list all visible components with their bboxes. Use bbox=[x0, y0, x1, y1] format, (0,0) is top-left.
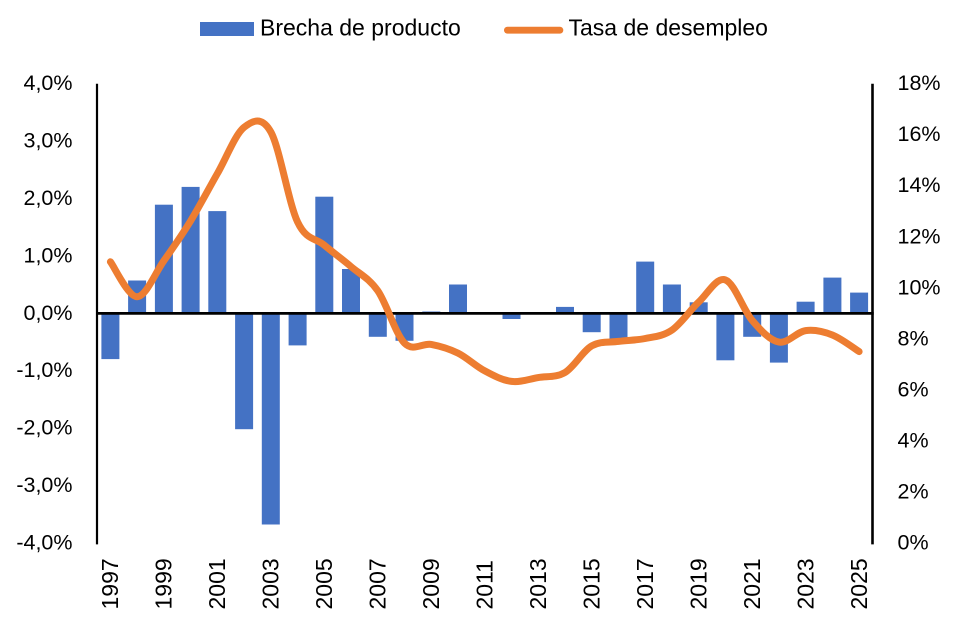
svg-text:2,0%: 2,0% bbox=[23, 186, 72, 210]
svg-text:2015: 2015 bbox=[578, 558, 604, 609]
svg-text:0,0%: 0,0% bbox=[23, 301, 72, 325]
svg-text:8%: 8% bbox=[898, 326, 929, 350]
svg-text:-3,0%: -3,0% bbox=[16, 473, 72, 497]
svg-text:2001: 2001 bbox=[204, 558, 230, 609]
svg-text:-4,0%: -4,0% bbox=[16, 530, 72, 554]
svg-text:2021: 2021 bbox=[739, 558, 765, 609]
svg-text:2005: 2005 bbox=[311, 558, 337, 609]
svg-text:1999: 1999 bbox=[151, 558, 177, 609]
svg-text:2013: 2013 bbox=[525, 558, 551, 609]
svg-text:2%: 2% bbox=[898, 479, 929, 503]
svg-text:1997: 1997 bbox=[97, 558, 123, 609]
svg-text:14%: 14% bbox=[898, 173, 941, 197]
svg-text:18%: 18% bbox=[898, 71, 941, 95]
svg-text:2023: 2023 bbox=[792, 558, 818, 609]
svg-text:Brecha de producto: Brecha de producto bbox=[260, 15, 461, 41]
svg-text:-2,0%: -2,0% bbox=[16, 416, 72, 440]
svg-text:2007: 2007 bbox=[365, 558, 391, 609]
svg-text:6%: 6% bbox=[898, 377, 929, 401]
svg-text:2017: 2017 bbox=[632, 558, 658, 609]
svg-text:2025: 2025 bbox=[846, 558, 872, 609]
svg-text:16%: 16% bbox=[898, 122, 941, 146]
svg-text:12%: 12% bbox=[898, 224, 941, 248]
svg-text:3,0%: 3,0% bbox=[23, 129, 72, 153]
svg-text:1,0%: 1,0% bbox=[23, 243, 72, 267]
svg-text:2009: 2009 bbox=[418, 558, 444, 609]
svg-text:2003: 2003 bbox=[258, 558, 284, 609]
svg-text:4,0%: 4,0% bbox=[23, 71, 72, 95]
svg-text:0%: 0% bbox=[898, 530, 929, 554]
svg-text:2019: 2019 bbox=[685, 558, 711, 609]
svg-text:-1,0%: -1,0% bbox=[16, 358, 72, 382]
svg-text:10%: 10% bbox=[898, 275, 941, 299]
svg-text:4%: 4% bbox=[898, 428, 929, 452]
svg-text:Tasa de desempleo: Tasa de desempleo bbox=[569, 15, 768, 41]
svg-text:2011: 2011 bbox=[471, 560, 497, 609]
